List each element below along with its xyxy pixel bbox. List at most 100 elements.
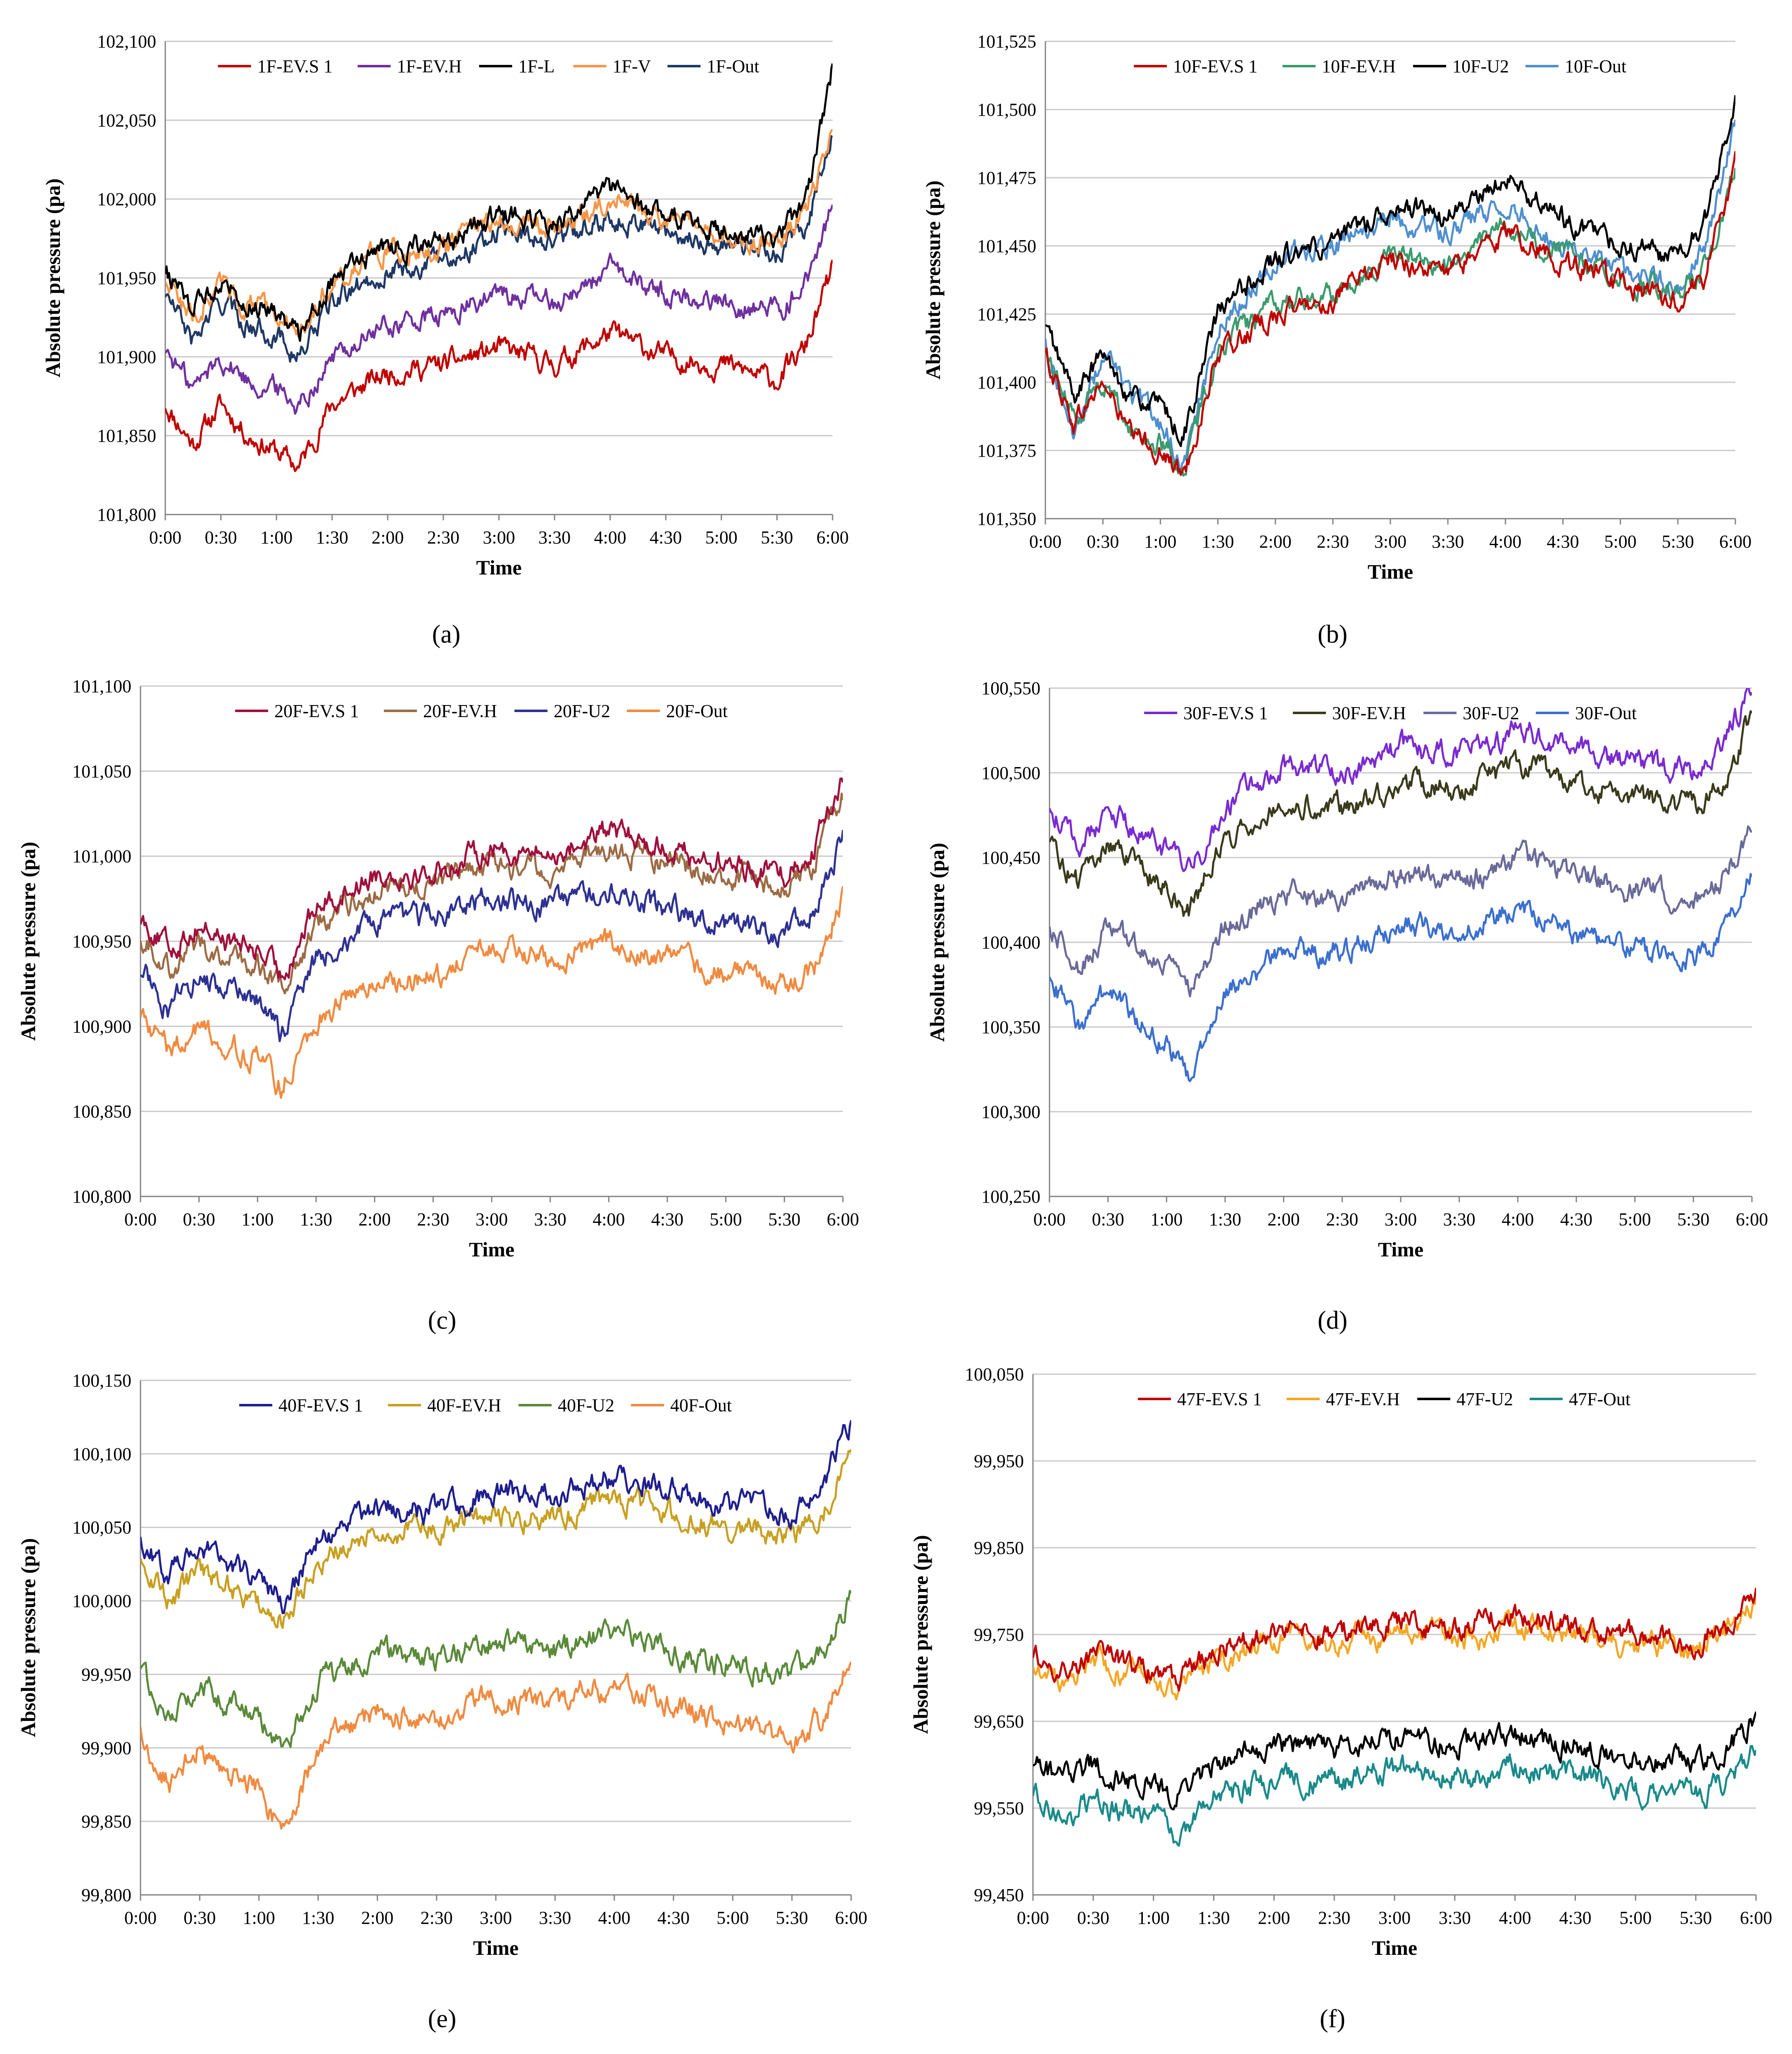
x-tick-label: 5:00 — [710, 1209, 742, 1230]
series-line-0 — [165, 259, 833, 472]
x-tick-label: 1:30 — [1209, 1209, 1241, 1230]
y-tick-label: 102,100 — [97, 31, 156, 52]
y-tick-label: 101,450 — [977, 236, 1036, 256]
legend-entry: 1F-L — [519, 56, 555, 76]
y-tick-label: 99,800 — [81, 1885, 131, 1905]
y-tick-label: 100,100 — [72, 1444, 131, 1464]
series-line-0 — [1045, 151, 1735, 476]
y-tick-label: 99,650 — [974, 1711, 1024, 1732]
y-tick-label: 99,850 — [81, 1811, 131, 1832]
legend-entry: 20F-U2 — [554, 701, 610, 721]
x-tick-label: 2:30 — [1326, 1209, 1358, 1230]
y-tick-label: 100,050 — [72, 1518, 131, 1538]
legend-entry: 20F-EV.H — [423, 701, 497, 721]
legend-entry: 40F-U2 — [558, 1395, 614, 1415]
legend-entry: 47F-EV.H — [1326, 1389, 1400, 1409]
y-tick-label: 101,400 — [977, 372, 1036, 393]
y-tick-label: 99,750 — [974, 1625, 1024, 1645]
x-tick-label: 1:00 — [243, 1908, 275, 1928]
y-tick-label: 100,350 — [981, 1017, 1040, 1037]
x-tick-label: 0:00 — [124, 1908, 157, 1928]
x-tick-label: 3:30 — [1432, 531, 1464, 552]
y-tick-label: 99,950 — [81, 1664, 131, 1685]
x-tick-label: 5:30 — [1662, 531, 1694, 552]
x-tick-label: 3:30 — [539, 1908, 571, 1928]
y-axis-label: Absolute pressure (pa) — [17, 1538, 40, 1737]
legend-entry: 40F-EV.S 1 — [278, 1395, 363, 1415]
x-axis-label: Time — [469, 1238, 514, 1261]
y-tick-label: 101,000 — [72, 846, 131, 867]
x-tick-label: 1:00 — [260, 527, 293, 548]
x-tick-label: 1:00 — [241, 1209, 274, 1230]
x-tick-label: 6:00 — [1736, 1209, 1768, 1230]
x-tick-label: 5:00 — [1619, 1209, 1651, 1230]
x-tick-label: 6:00 — [827, 1209, 859, 1230]
series-line-1 — [1049, 710, 1752, 917]
x-axis-label: Time — [1368, 560, 1413, 583]
x-tick-label: 3:00 — [483, 527, 515, 548]
x-tick-label: 1:00 — [1144, 531, 1176, 552]
series-line-0 — [1049, 688, 1752, 872]
x-tick-label: 1:30 — [1197, 1908, 1230, 1928]
x-tick-label: 0:30 — [205, 527, 237, 548]
legend-entry: 20F-Out — [666, 701, 728, 721]
x-tick-label: 2:30 — [1318, 1908, 1350, 1928]
series-line-2 — [140, 1590, 851, 1748]
y-tick-label: 99,550 — [974, 1798, 1024, 1818]
x-tick-label: 3:00 — [480, 1908, 512, 1928]
panel-caption: (a) — [432, 620, 461, 648]
legend-entry: 47F-EV.S 1 — [1177, 1389, 1262, 1409]
x-tick-label: 6:00 — [816, 527, 849, 548]
x-tick-label: 4:30 — [1560, 1209, 1592, 1230]
x-axis-label: Time — [473, 1936, 519, 1959]
x-tick-label: 4:30 — [651, 1209, 683, 1230]
x-tick-label: 3:00 — [1374, 531, 1406, 552]
x-tick-label: 0:30 — [1087, 531, 1119, 552]
series-line-0 — [140, 777, 843, 981]
x-tick-label: 5:30 — [1677, 1209, 1709, 1230]
legend-entry: 30F-EV.S 1 — [1183, 703, 1268, 723]
x-tick-label: 1:30 — [302, 1908, 334, 1928]
panel-caption: (d) — [1318, 1306, 1347, 1334]
series-line-3 — [1049, 873, 1752, 1082]
x-tick-label: 6:00 — [1740, 1908, 1772, 1928]
x-tick-label: 5:30 — [761, 527, 793, 548]
legend-entry: 10F-EV.S 1 — [1173, 56, 1258, 76]
series-line-2 — [165, 63, 833, 342]
y-tick-label: 100,450 — [981, 848, 1040, 868]
x-tick-label: 2:00 — [371, 527, 404, 548]
series-line-3 — [140, 1661, 851, 1830]
x-tick-label: 2:30 — [1317, 531, 1349, 552]
chart-panel-e: 99,800 99,850 99,900 99,950 100,000 100,050 10… — [17, 1370, 867, 2033]
y-tick-label: 100,550 — [981, 678, 1040, 698]
legend-entry: 10F-Out — [1565, 56, 1626, 76]
y-tick-label: 101,425 — [977, 304, 1036, 324]
x-tick-label: 5:00 — [1619, 1908, 1652, 1928]
series-line-1 — [1033, 1596, 1756, 1701]
x-tick-label: 4:30 — [1547, 531, 1579, 552]
x-tick-label: 4:30 — [1559, 1908, 1591, 1928]
x-tick-label: 5:30 — [768, 1209, 800, 1230]
series-line-3 — [1033, 1745, 1756, 1847]
y-tick-label: 99,450 — [974, 1885, 1024, 1905]
y-axis-label: Absolute pressure (pa) — [41, 179, 64, 378]
panel-caption: (f) — [1320, 2005, 1345, 2033]
x-tick-label: 3:00 — [476, 1209, 508, 1230]
y-tick-label: 102,050 — [97, 110, 156, 131]
y-tick-label: 100,250 — [981, 1187, 1040, 1207]
panel-caption: (b) — [1318, 620, 1347, 648]
x-tick-label: 1:30 — [316, 527, 348, 548]
x-tick-label: 3:00 — [1378, 1908, 1411, 1928]
legend-entry: 10F-U2 — [1452, 56, 1509, 76]
x-tick-label: 5:00 — [716, 1908, 749, 1928]
y-tick-label: 101,800 — [97, 505, 156, 525]
x-tick-label: 4:00 — [1499, 1908, 1531, 1928]
y-tick-label: 99,950 — [974, 1451, 1024, 1471]
y-tick-label: 100,050 — [965, 1364, 1024, 1384]
series-line-0 — [1033, 1587, 1756, 1692]
x-tick-label: 2:00 — [1268, 1209, 1300, 1230]
x-tick-label: 0:30 — [183, 1908, 216, 1928]
y-tick-label: 99,850 — [974, 1538, 1024, 1558]
x-axis-label: Time — [476, 556, 521, 579]
